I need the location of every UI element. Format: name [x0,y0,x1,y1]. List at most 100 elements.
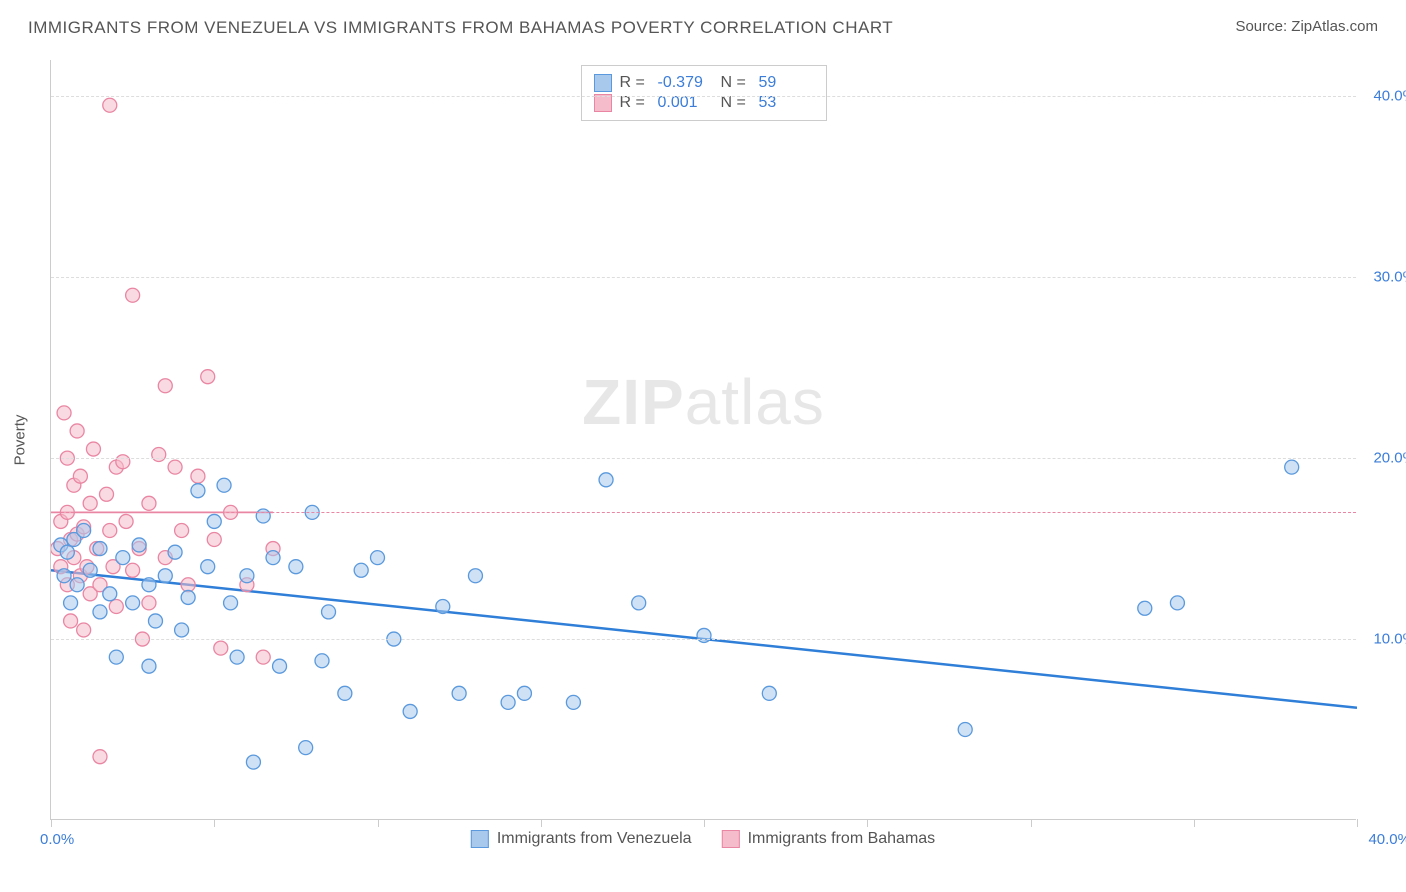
data-point [100,487,114,501]
y-tick-label: 40.0% [1361,88,1406,105]
data-point [126,288,140,302]
y-tick-label: 30.0% [1361,269,1406,286]
data-point [322,605,336,619]
plot-area: ZIPatlas R = -0.379 N = 59 R = 0.001 N =… [50,60,1356,820]
data-point [126,563,140,577]
data-point [191,484,205,498]
data-point [158,379,172,393]
grid-line [51,458,1356,459]
data-point [103,523,117,537]
data-point [116,455,130,469]
data-point [142,659,156,673]
chart: Poverty ZIPatlas R = -0.379 N = 59 R = 0… [50,60,1356,820]
source-label: Source: ZipAtlas.com [1235,18,1378,35]
data-point [57,406,71,420]
data-point [142,496,156,510]
data-point [436,599,450,613]
legend-series: Immigrants from Venezuela Immigrants fro… [471,830,935,848]
data-point [299,741,313,755]
data-point [315,654,329,668]
data-point [168,545,182,559]
legend-correlation: R = -0.379 N = 59 R = 0.001 N = 53 [581,65,827,121]
y-tick-label: 10.0% [1361,631,1406,648]
data-point [256,650,270,664]
data-point [64,614,78,628]
data-point [599,473,613,487]
data-point [266,551,280,565]
data-point [60,545,74,559]
data-point [93,542,107,556]
data-point [152,447,166,461]
grid-line [51,277,1356,278]
data-point [1138,601,1152,615]
legend-swatch-venezuela [594,74,612,92]
x-tick [378,819,379,827]
x-tick [867,819,868,827]
legend-swatch-bahamas [722,830,740,848]
data-point [103,587,117,601]
data-point [246,755,260,769]
legend-n-value: 59 [759,74,814,92]
data-point [273,659,287,673]
data-point [958,723,972,737]
legend-swatch-venezuela [471,830,489,848]
x-axis-max-label: 40.0% [1368,831,1406,848]
data-point [77,523,91,537]
data-point [116,551,130,565]
data-point [126,596,140,610]
data-point [217,478,231,492]
data-point [207,514,221,528]
data-point [109,650,123,664]
data-point [142,578,156,592]
legend-r-value: -0.379 [658,74,713,92]
chart-title: IMMIGRANTS FROM VENEZUELA VS IMMIGRANTS … [28,18,893,38]
legend-r-label: R = [620,74,650,92]
data-point [403,704,417,718]
data-point [148,614,162,628]
y-tick-label: 20.0% [1361,450,1406,467]
data-point [109,599,123,613]
data-point [142,596,156,610]
legend-item-venezuela: Immigrants from Venezuela [471,830,692,848]
data-point [132,538,146,552]
data-point [371,551,385,565]
trend-line-dashed [51,512,1356,513]
data-point [1170,596,1184,610]
data-point [181,590,195,604]
x-tick [541,819,542,827]
data-point [501,695,515,709]
legend-series-label: Immigrants from Venezuela [497,830,692,848]
x-tick [704,819,705,827]
data-point [762,686,776,700]
data-point [289,560,303,574]
x-tick [1357,819,1358,827]
data-point [86,442,100,456]
grid-line [51,639,1356,640]
x-tick [1031,819,1032,827]
data-point [158,569,172,583]
x-tick [214,819,215,827]
data-point [201,370,215,384]
data-point [201,560,215,574]
data-point [207,533,221,547]
data-point [256,509,270,523]
data-point [566,695,580,709]
data-point [70,578,84,592]
data-point [103,98,117,112]
legend-n-label: N = [721,74,751,92]
data-point [240,569,254,583]
data-point [452,686,466,700]
legend-row: R = -0.379 N = 59 [594,74,814,92]
data-point [168,460,182,474]
data-point [83,496,97,510]
data-point [354,563,368,577]
y-axis-title: Poverty [12,415,29,466]
data-point [1285,460,1299,474]
data-point [697,628,711,642]
scatter-svg [51,60,1357,820]
data-point [93,605,107,619]
data-point [181,578,195,592]
data-point [175,623,189,637]
legend-series-label: Immigrants from Bahamas [748,830,936,848]
legend-item-bahamas: Immigrants from Bahamas [722,830,936,848]
